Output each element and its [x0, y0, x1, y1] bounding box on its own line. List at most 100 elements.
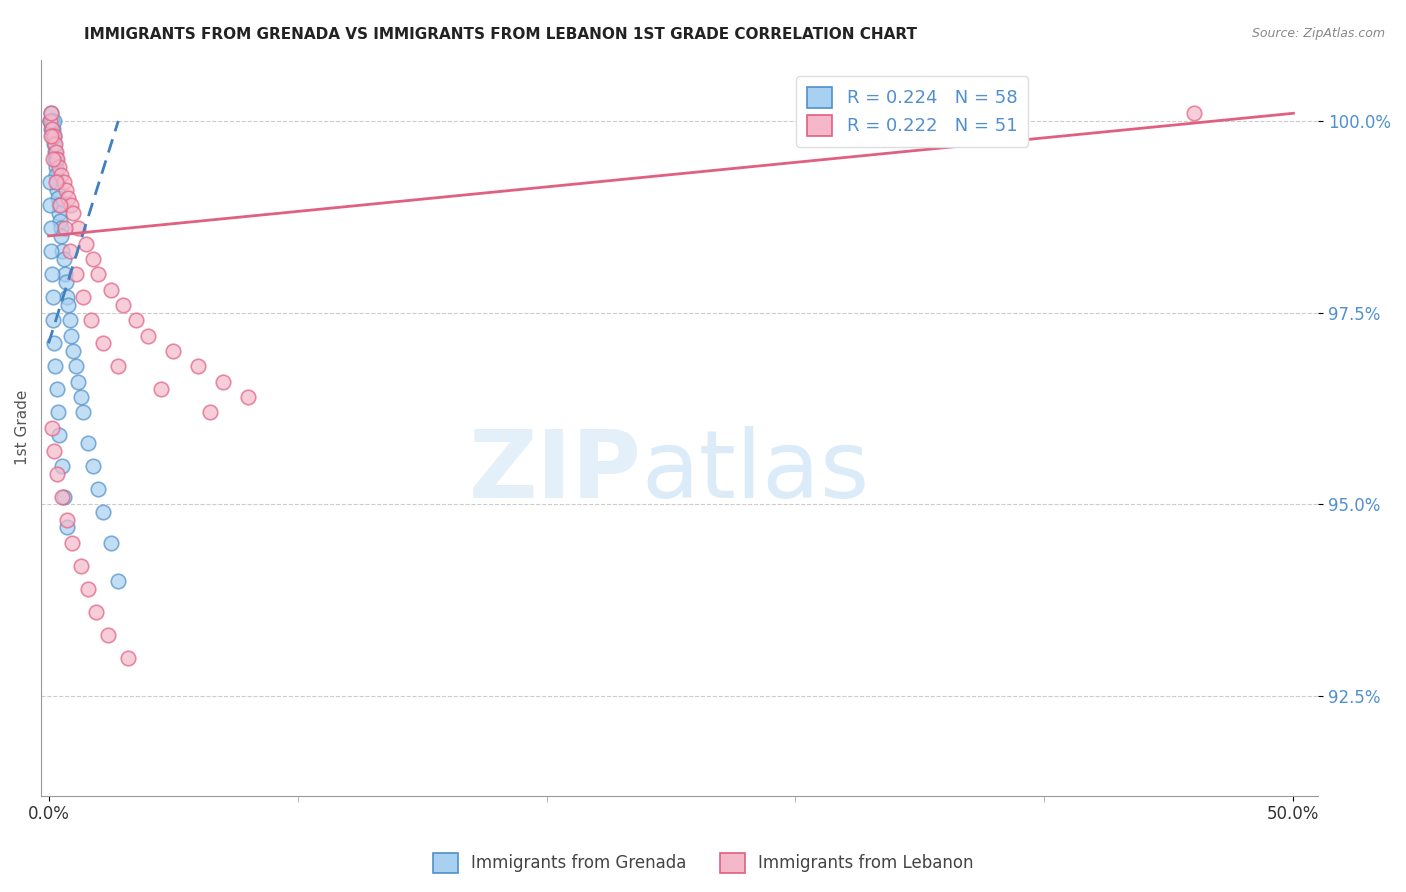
- Point: [70, 558, 93, 573]
- Point: [56, 513, 79, 527]
- Point: [48, 198, 70, 212]
- Point: [117, 650, 139, 665]
- Point: [39, 129, 62, 144]
- Point: [49, 221, 72, 235]
- Point: [62, 206, 84, 220]
- Point: [67, 375, 90, 389]
- Text: Source: ZipAtlas.com: Source: ZipAtlas.com: [1251, 27, 1385, 40]
- Point: [53, 268, 76, 282]
- Point: [97, 628, 120, 642]
- Point: [49, 229, 72, 244]
- Point: [56, 290, 79, 304]
- Point: [39, 106, 62, 120]
- Point: [59, 313, 82, 327]
- Point: [39, 114, 62, 128]
- Point: [59, 328, 82, 343]
- Point: [149, 382, 172, 396]
- Point: [39, 221, 62, 235]
- Legend: Immigrants from Grenada, Immigrants from Lebanon: Immigrants from Grenada, Immigrants from…: [426, 847, 980, 880]
- Point: [75, 236, 97, 251]
- Y-axis label: 1st Grade: 1st Grade: [15, 390, 30, 466]
- Point: [52, 252, 75, 266]
- Point: [55, 520, 77, 534]
- Point: [107, 574, 129, 588]
- Point: [136, 328, 159, 343]
- Point: [39, 121, 62, 136]
- Point: [48, 428, 70, 442]
- Point: [162, 343, 184, 358]
- Point: [212, 375, 235, 389]
- Point: [51, 490, 73, 504]
- Point: [39, 244, 62, 259]
- Point: [236, 390, 259, 404]
- Point: [65, 359, 87, 374]
- Point: [62, 343, 84, 358]
- Point: [60, 535, 83, 549]
- Point: [200, 405, 222, 419]
- Point: [93, 505, 115, 519]
- Point: [38, 114, 60, 128]
- Point: [41, 420, 63, 434]
- Point: [84, 605, 107, 619]
- Point: [59, 198, 82, 212]
- Point: [125, 313, 148, 327]
- Point: [55, 275, 77, 289]
- Point: [70, 390, 93, 404]
- Point: [51, 458, 73, 473]
- Point: [41, 114, 63, 128]
- Point: [45, 175, 67, 189]
- Point: [45, 168, 67, 182]
- Point: [44, 153, 66, 167]
- Point: [72, 290, 94, 304]
- Point: [46, 153, 69, 167]
- Point: [42, 443, 65, 458]
- Point: [45, 467, 67, 481]
- Point: [46, 191, 69, 205]
- Point: [112, 298, 135, 312]
- Point: [77, 582, 100, 596]
- Point: [42, 114, 65, 128]
- Point: [49, 213, 72, 227]
- Point: [53, 221, 76, 235]
- Point: [48, 160, 70, 174]
- Point: [42, 136, 65, 151]
- Point: [42, 121, 65, 136]
- Point: [42, 129, 65, 144]
- Text: ZIP: ZIP: [468, 425, 641, 518]
- Text: IMMIGRANTS FROM GRENADA VS IMMIGRANTS FROM LEBANON 1ST GRADE CORRELATION CHART: IMMIGRANTS FROM GRENADA VS IMMIGRANTS FR…: [84, 27, 917, 42]
- Point: [58, 298, 80, 312]
- Point: [41, 268, 63, 282]
- Point: [41, 114, 63, 128]
- Point: [46, 183, 69, 197]
- Point: [39, 198, 62, 212]
- Point: [38, 114, 60, 128]
- Point: [42, 153, 65, 167]
- Point: [87, 268, 110, 282]
- Point: [42, 313, 65, 327]
- Text: atlas: atlas: [641, 425, 870, 518]
- Point: [42, 129, 65, 144]
- Point: [59, 244, 82, 259]
- Point: [38, 175, 60, 189]
- Point: [77, 436, 100, 450]
- Point: [87, 482, 110, 496]
- Point: [100, 283, 122, 297]
- Point: [44, 145, 66, 159]
- Point: [53, 490, 76, 504]
- Point: [49, 168, 72, 182]
- Point: [1182, 106, 1205, 120]
- Point: [44, 336, 66, 351]
- Point: [82, 252, 104, 266]
- Point: [93, 336, 115, 351]
- Point: [45, 382, 67, 396]
- Point: [44, 136, 66, 151]
- Point: [45, 153, 67, 167]
- Point: [46, 405, 69, 419]
- Point: [45, 160, 67, 174]
- Point: [41, 129, 63, 144]
- Point: [51, 244, 73, 259]
- Point: [65, 268, 87, 282]
- Point: [58, 191, 80, 205]
- Point: [67, 221, 90, 235]
- Point: [45, 175, 67, 189]
